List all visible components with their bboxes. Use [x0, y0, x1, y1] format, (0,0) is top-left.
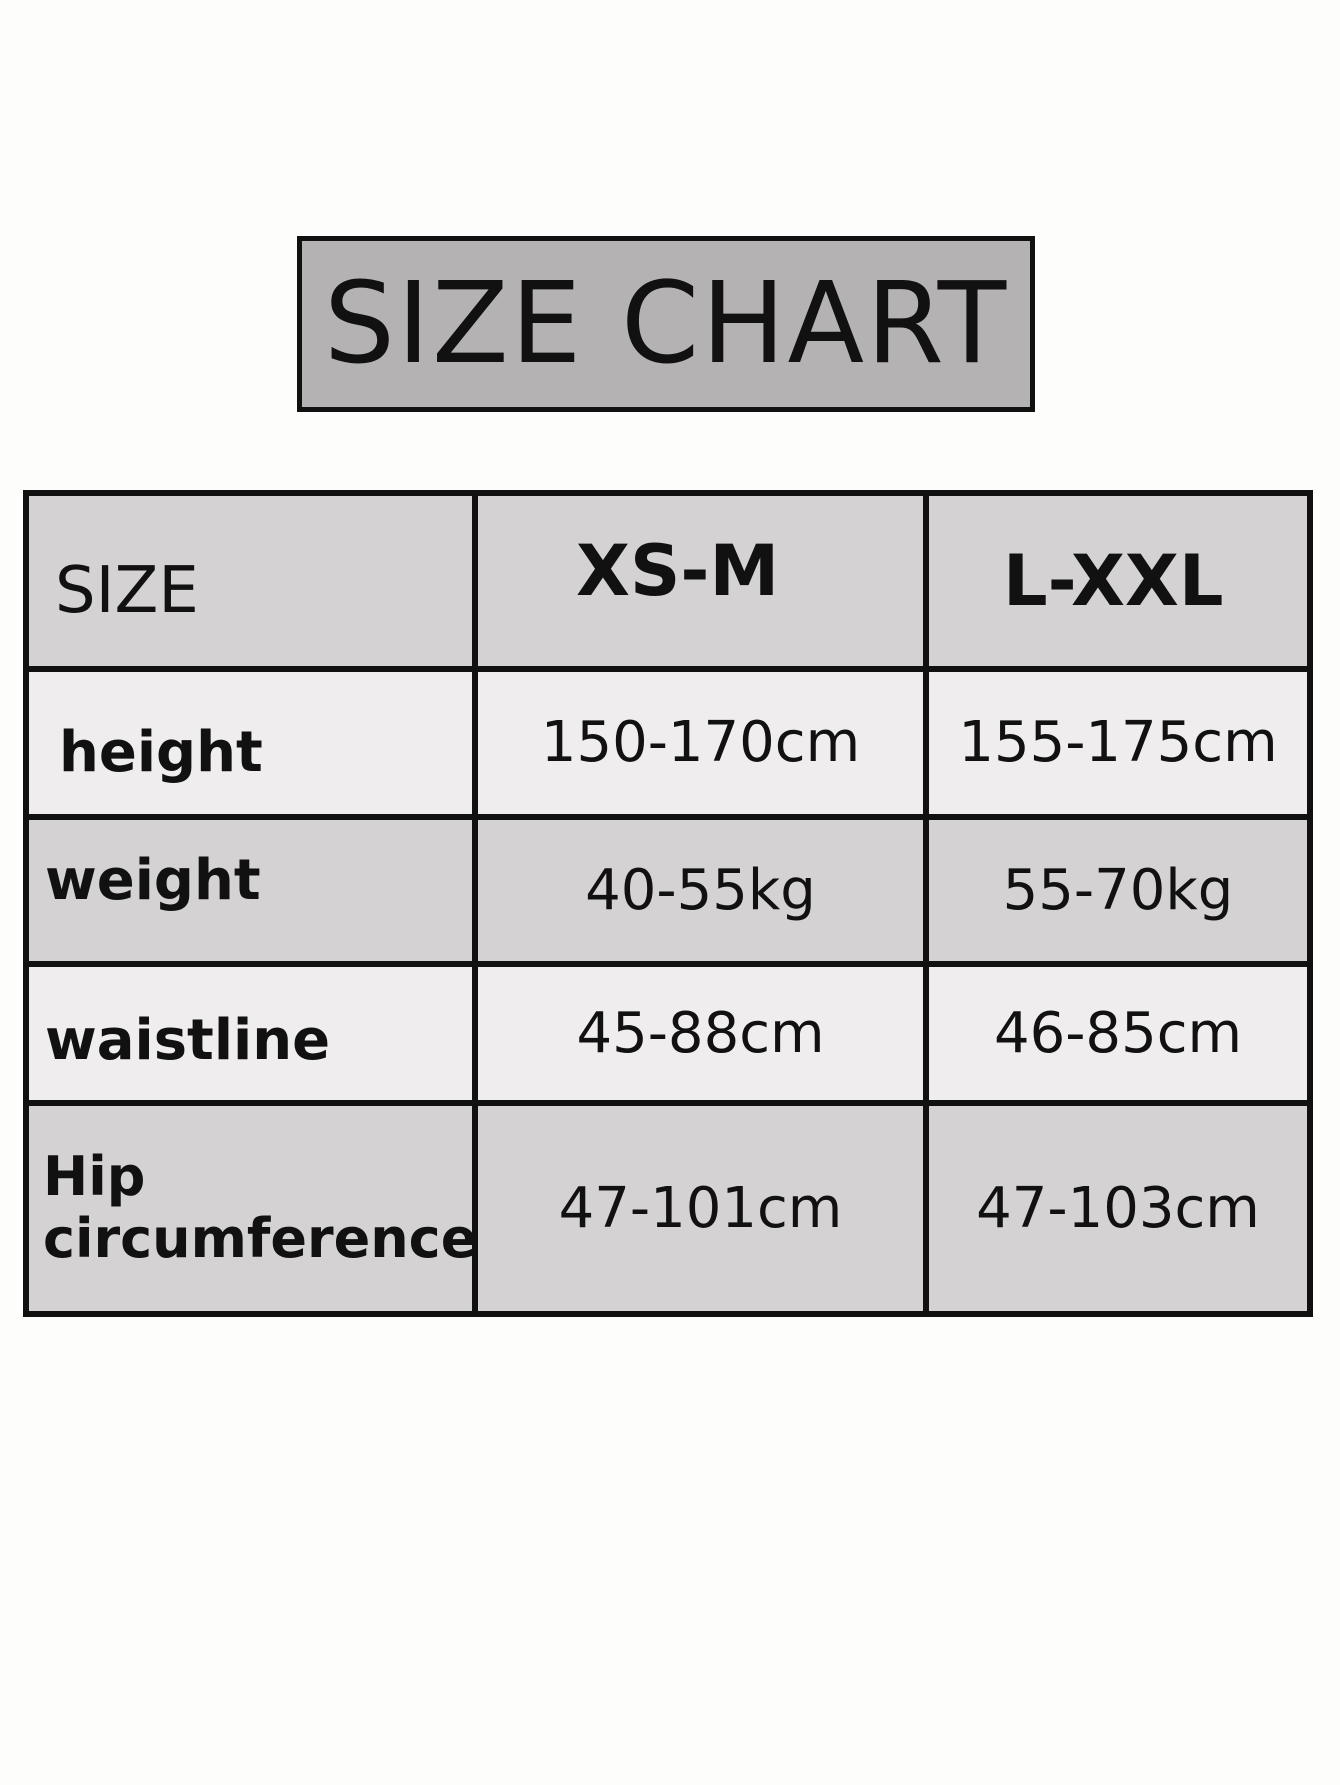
cell-value: 47-103cm [923, 1099, 1313, 1318]
table-row: weight 40-55kg 55-70kg [23, 813, 1313, 968]
cell-value: 46-85cm [923, 961, 1313, 1106]
table-row: Hip circumference 47-101cm 47-103cm [23, 1099, 1313, 1318]
row-label-waistline: waistline [23, 961, 478, 1106]
row-label-height: height [23, 665, 478, 820]
cell-value: 55-70kg [923, 813, 1313, 968]
header-l-xxl: L-XXL [923, 490, 1313, 672]
cell-value: 45-88cm [472, 961, 929, 1106]
cell-value: 155-175cm [923, 665, 1313, 820]
header-xs-m: XS-M [472, 490, 929, 672]
row-label-weight: weight [23, 813, 478, 968]
header-size: SIZE [23, 490, 478, 672]
cell-value: 150-170cm [472, 665, 929, 820]
row-label-hip-line1: Hip [43, 1145, 146, 1209]
cell-value: 40-55kg [472, 813, 929, 968]
page-title: SIZE CHART [323, 259, 1009, 389]
row-label-hip: Hip circumference [23, 1099, 478, 1318]
table-row: waistline 45-88cm 46-85cm [23, 961, 1313, 1106]
table-row: height 150-170cm 155-175cm [23, 665, 1313, 820]
row-label-hip-line2: circumference [43, 1207, 478, 1271]
table-header-row: SIZE XS-M L-XXL [23, 490, 1313, 672]
title-box: SIZE CHART [297, 236, 1035, 412]
size-table: SIZE XS-M L-XXL height 150-170cm 155-175… [23, 490, 1313, 1318]
cell-value: 47-101cm [472, 1099, 929, 1318]
